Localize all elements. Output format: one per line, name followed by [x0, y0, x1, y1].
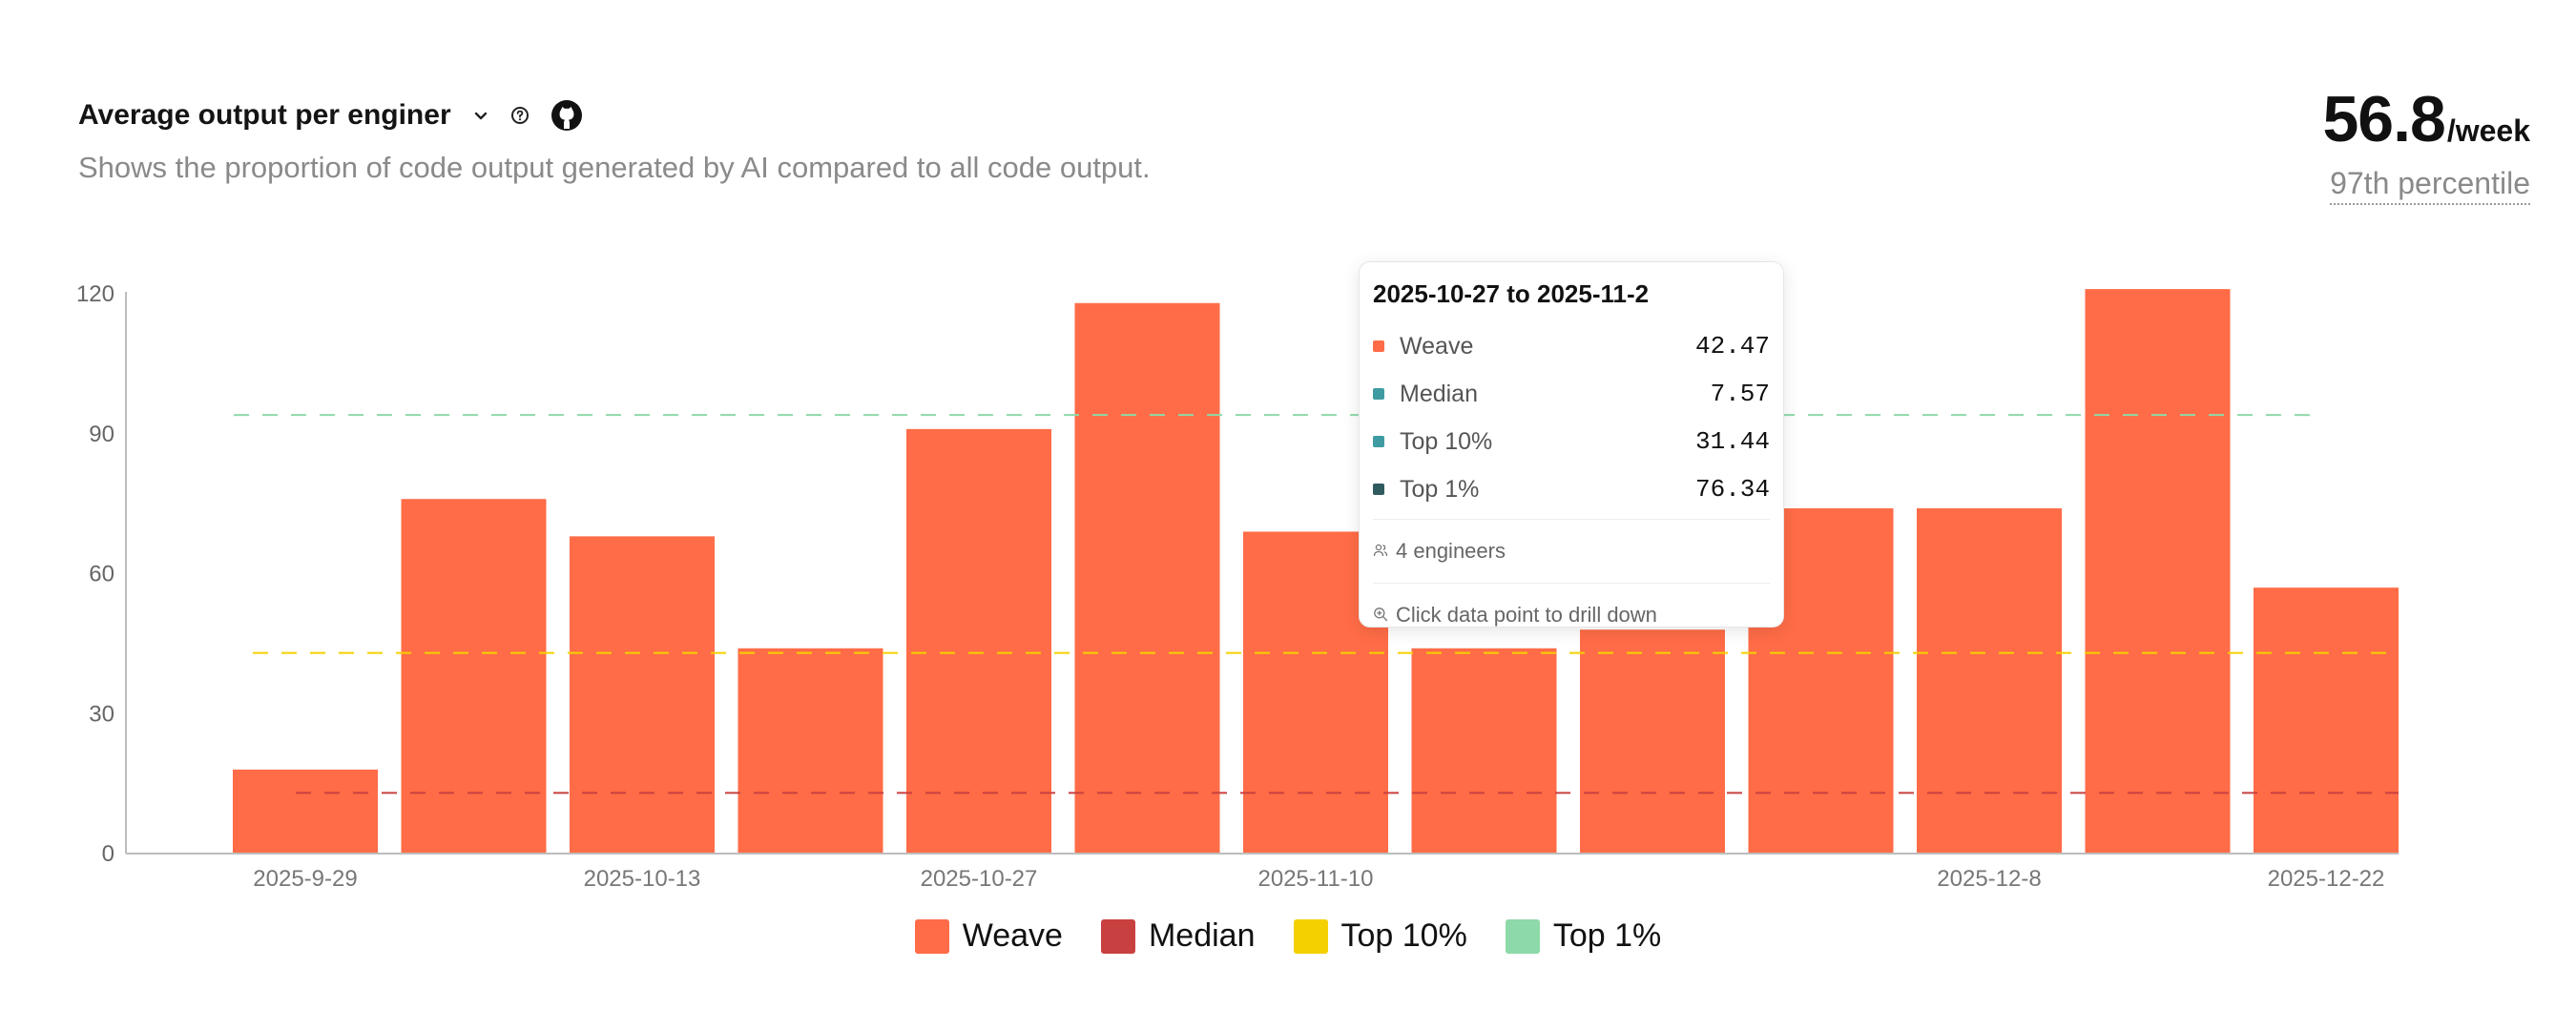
x-tick-label: 2025-10-27: [921, 866, 1038, 892]
tooltip-label: Median: [1400, 380, 1478, 407]
bar[interactable]: [1074, 302, 1220, 854]
x-tick-label: 2025-12-22: [2268, 866, 2385, 892]
legend-item-top-10[interactable]: Top 10%: [1293, 917, 1467, 955]
x-tick-label: 2025-11-10: [1258, 866, 1374, 892]
chart-header: Average output per enginer: [78, 99, 583, 132]
tooltip-title: 2025-10-27 to 2025-11-2: [1373, 279, 1650, 308]
y-tick-label: 30: [89, 701, 114, 727]
y-tick-label: 0: [102, 841, 114, 867]
bar[interactable]: [233, 769, 378, 854]
tooltip-value: 42.47: [1694, 332, 1770, 360]
metric-summary: 56.8 /week 97th percentile: [2322, 82, 2530, 205]
bar[interactable]: [2254, 587, 2399, 854]
y-axis-ticks: 0 30 60 90 120: [76, 281, 114, 867]
legend-label: Top 1%: [1552, 917, 1662, 954]
engineers-count: 4 engineers: [1396, 539, 1506, 563]
chart-tooltip: 2025-10-27 to 2025-11-2 Weave 42.47 Medi…: [1359, 261, 1784, 628]
legend-label: Top 10%: [1340, 917, 1467, 954]
tooltip-row-top-1: Top 1% 76.34: [1373, 465, 1770, 513]
y-tick-label: 60: [89, 562, 114, 587]
legend-swatch: [1293, 918, 1328, 954]
help-circle-icon[interactable]: [510, 106, 530, 125]
tooltip-divider: [1373, 583, 1770, 584]
metric-percentile[interactable]: 97th percentile: [2330, 166, 2530, 205]
legend-item-median[interactable]: Median: [1100, 917, 1256, 955]
bar[interactable]: [906, 428, 1051, 854]
bar[interactable]: [570, 536, 715, 854]
tooltip-row-weave: Weave 42.47: [1373, 322, 1770, 370]
bar[interactable]: [737, 648, 883, 854]
bar[interactable]: [1580, 629, 1725, 854]
legend-item-weave[interactable]: Weave: [914, 917, 1063, 955]
bar-chart: 0 30 60 90 120 2025-9-29 2025-10-13 2025-10-27…: [76, 281, 2399, 892]
chart-subtitle: Shows the proportion of code output gene…: [78, 151, 1151, 184]
tooltip-value: 31.44: [1694, 427, 1770, 456]
chart-legend: Weave Median Top 10% Top 1%: [0, 917, 2576, 955]
legend-swatch: [1100, 918, 1135, 954]
metric-value: 56.8: [2322, 83, 2445, 155]
bars: [233, 289, 2399, 854]
x-tick-label: 2025-12-8: [1937, 866, 2041, 892]
bar[interactable]: [2085, 289, 2231, 854]
tooltip-row-top-10: Top 10% 31.44: [1373, 418, 1770, 465]
tooltip-value: 7.57: [1710, 380, 1770, 408]
bar[interactable]: [1917, 508, 2062, 854]
x-tick-label: 2025-10-13: [584, 866, 701, 892]
reference-lines: [234, 414, 2399, 794]
chevron-down-icon[interactable]: [472, 107, 489, 124]
tooltip-engineers: 4 engineers: [1373, 525, 1770, 577]
chart-title: Average output per enginer: [78, 99, 451, 131]
bar[interactable]: [1411, 648, 1557, 854]
x-axis-ticks: 2025-9-29 2025-10-13 2025-10-27 2025-11-10 2…: [253, 866, 2384, 892]
legend-item-top-1[interactable]: Top 1%: [1505, 917, 1662, 955]
tooltip-label: Top 1%: [1400, 475, 1480, 503]
tooltip-value: 76.34: [1694, 475, 1770, 504]
tooltip-dot: [1373, 340, 1384, 352]
tooltip-label: Top 10%: [1400, 427, 1493, 455]
tooltip-dot: [1373, 388, 1384, 400]
bar[interactable]: [401, 499, 547, 854]
x-tick-label: 2025-9-29: [253, 866, 357, 892]
y-tick-label: 120: [76, 281, 114, 307]
zoom-in-icon: [1373, 603, 1388, 628]
legend-swatch: [1505, 918, 1540, 954]
tooltip-drilldown[interactable]: Click data point to drill down: [1373, 589, 1770, 641]
github-icon[interactable]: [551, 99, 583, 132]
tooltip-label: Weave: [1400, 332, 1474, 360]
legend-label: Median: [1148, 917, 1256, 954]
y-tick-label: 90: [89, 422, 114, 447]
drilldown-hint: Click data point to drill down: [1396, 603, 1657, 627]
tooltip-dot: [1373, 484, 1384, 495]
legend-swatch: [914, 918, 949, 954]
tooltip-row-median: Median 7.57: [1373, 370, 1770, 418]
tooltip-dot: [1373, 436, 1384, 447]
metric-unit: /week: [2446, 113, 2530, 148]
legend-label: Weave: [962, 917, 1063, 954]
tooltip-divider: [1373, 519, 1770, 520]
users-icon: [1373, 539, 1388, 564]
